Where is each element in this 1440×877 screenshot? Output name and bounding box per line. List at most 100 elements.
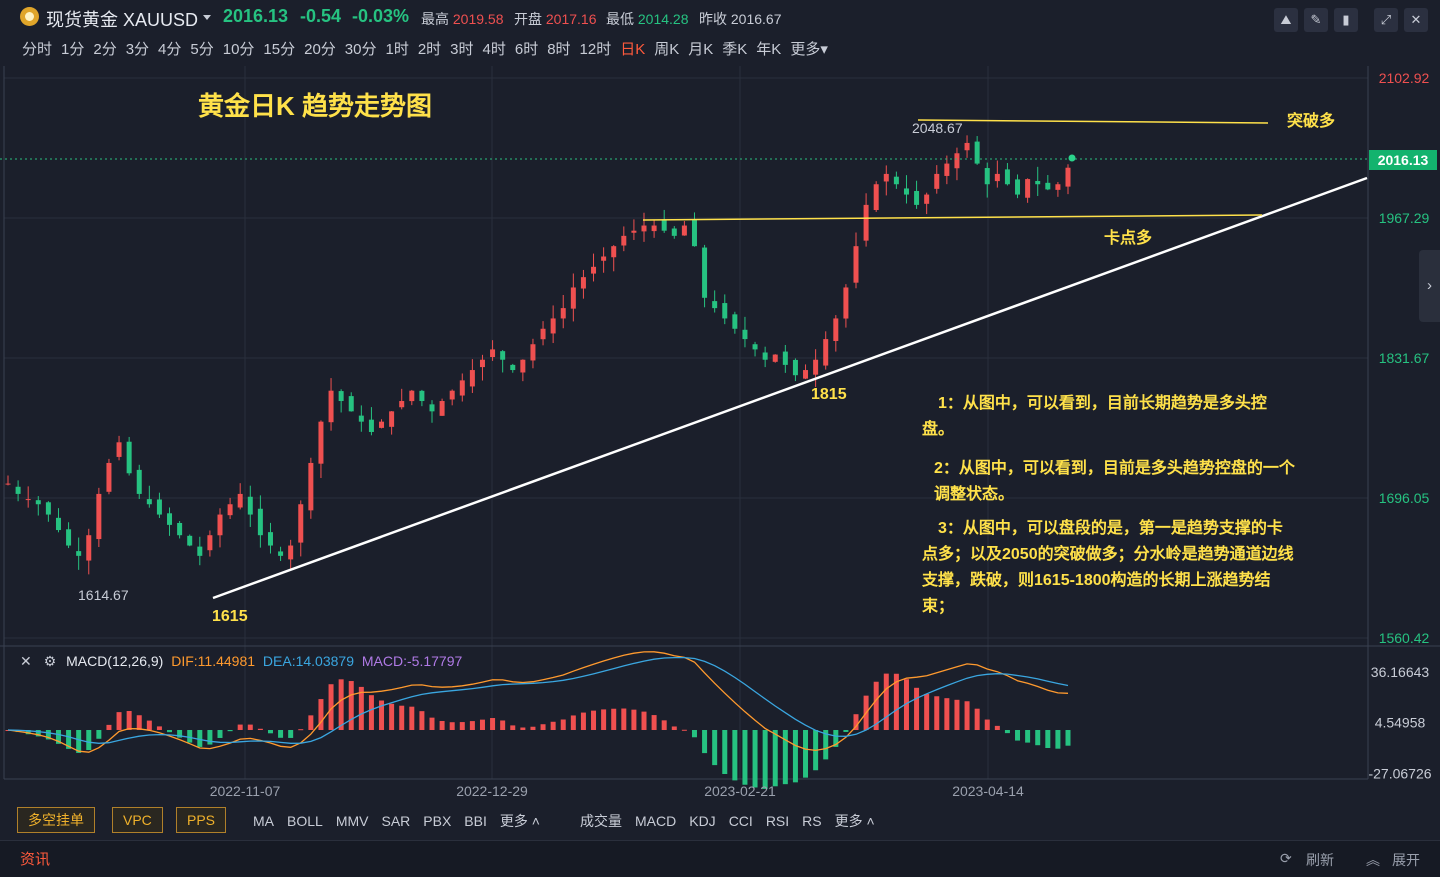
indicator-1[interactable]: MACD xyxy=(635,813,677,829)
indicator-6[interactable]: 更多 ˄ xyxy=(834,813,875,829)
macd-bar xyxy=(288,730,294,738)
close-indicator-icon[interactable]: ✕ xyxy=(20,653,32,669)
dif-line xyxy=(7,651,1069,753)
candle-body xyxy=(964,142,970,151)
refresh-icon[interactable]: ⟳ xyxy=(1280,850,1292,866)
macd-bar xyxy=(621,708,627,730)
period-15[interactable]: 8时 xyxy=(547,41,571,58)
low-label: 最低 xyxy=(606,11,634,27)
macd-bar xyxy=(146,720,152,730)
pps-button[interactable]: PPS xyxy=(176,807,227,833)
fullscreen-icon[interactable]: ⤢ xyxy=(1374,8,1398,32)
period-13[interactable]: 4时 xyxy=(482,41,506,58)
side-expand-tab[interactable]: › xyxy=(1419,250,1440,322)
draw-pen-icon[interactable]: ✎ xyxy=(1304,8,1328,32)
period-6[interactable]: 10分 xyxy=(222,41,255,58)
period-16[interactable]: 12时 xyxy=(579,41,612,58)
macd-bar xyxy=(984,719,990,730)
chart-title: 黄金日K 趋势走势图 xyxy=(198,91,433,121)
period-0[interactable]: 分时 xyxy=(22,41,53,58)
candle-style-icon[interactable]: ▮ xyxy=(1334,8,1358,32)
indicator-0[interactable]: 成交量 xyxy=(580,813,622,829)
indicator-4[interactable]: RSI xyxy=(765,813,790,829)
macd-bar xyxy=(469,721,475,730)
chart-type-icon[interactable]: ⛰ xyxy=(1274,8,1298,32)
candle-body xyxy=(601,256,607,261)
period-21[interactable]: 年K xyxy=(756,41,782,58)
overlay-1[interactable]: BOLL xyxy=(287,813,323,829)
macd-bar xyxy=(1055,730,1061,749)
vpc-button[interactable]: VPC xyxy=(112,807,163,833)
period-18[interactable]: 周K xyxy=(654,41,680,58)
period-12[interactable]: 3时 xyxy=(450,41,474,58)
settings-icon[interactable]: ⚙ xyxy=(43,653,57,669)
expand-button[interactable]: 展开 xyxy=(1392,852,1420,868)
overlay-3[interactable]: SAR xyxy=(381,813,411,829)
close-icon[interactable]: ✕ xyxy=(1404,8,1428,32)
open-label: 开盘 xyxy=(514,11,542,27)
candle-body xyxy=(368,419,374,432)
overlay-6[interactable]: 更多 ˄ xyxy=(499,813,540,829)
refresh-button[interactable]: 刷新 xyxy=(1306,852,1334,868)
candle-body xyxy=(1004,169,1010,185)
candle-body xyxy=(469,370,475,387)
indicator-2[interactable]: KDJ xyxy=(689,813,716,829)
period-20[interactable]: 季K xyxy=(722,41,748,58)
period-2[interactable]: 2分 xyxy=(93,41,117,58)
date-tick: 2023-02-21 xyxy=(704,783,776,799)
period-7[interactable]: 15分 xyxy=(263,41,296,58)
macd-bar xyxy=(278,730,284,738)
macd-bar xyxy=(893,673,899,730)
overlay-4[interactable]: PBX xyxy=(423,813,452,829)
period-22[interactable]: 更多▾ xyxy=(790,41,828,58)
order-book-button[interactable]: 多空挂单 xyxy=(17,807,95,833)
candle-body xyxy=(167,513,173,525)
candle-body xyxy=(994,173,1000,182)
indicator-3[interactable]: CCI xyxy=(728,813,753,829)
macd-bar xyxy=(691,730,697,738)
period-8[interactable]: 20分 xyxy=(304,41,336,58)
chevron-up-icon[interactable]: ︽ xyxy=(1366,852,1380,868)
macd-bar xyxy=(964,701,970,730)
candle-body xyxy=(560,308,566,319)
price-tick: 1967.29 xyxy=(1379,210,1430,226)
candle-body xyxy=(550,318,556,334)
low1-label: 1615 xyxy=(212,608,248,625)
candle-body xyxy=(591,266,597,274)
macd-bar xyxy=(177,730,183,738)
candle-body xyxy=(803,370,809,379)
period-17[interactable]: 日K xyxy=(620,41,646,58)
candle-body xyxy=(681,225,687,236)
period-10[interactable]: 1时 xyxy=(385,41,409,58)
symbol-name[interactable]: 现货黄金 XAUUSD xyxy=(46,10,199,30)
kline-chart[interactable]: 36.16643 4.54958 -27.06726 2022-11-07 2022-1… xyxy=(0,66,1440,804)
period-3[interactable]: 3分 xyxy=(125,41,150,58)
macd-bar xyxy=(358,686,364,730)
candle-body xyxy=(116,442,122,457)
macd-bar xyxy=(803,730,809,778)
candle-body xyxy=(156,499,162,515)
period-19[interactable]: 月K xyxy=(688,41,714,58)
period-9[interactable]: 30分 xyxy=(344,41,377,58)
macd-bar xyxy=(328,684,334,730)
period-1[interactable]: 1分 xyxy=(61,41,85,58)
macd-bar xyxy=(944,698,950,730)
macd-bar xyxy=(702,730,708,754)
period-5[interactable]: 5分 xyxy=(190,41,214,58)
candle-body xyxy=(399,401,405,408)
macd-bar xyxy=(752,730,758,788)
overlay-2[interactable]: MMV xyxy=(335,813,369,829)
candle-body xyxy=(217,514,223,536)
period-14[interactable]: 6时 xyxy=(514,41,539,58)
overlay-0[interactable]: MA xyxy=(253,813,274,829)
news-title[interactable]: 资讯 xyxy=(20,851,51,868)
candle-body xyxy=(267,532,273,546)
indicator-5[interactable]: RS xyxy=(802,813,822,829)
candle-body xyxy=(247,496,253,515)
candle-body xyxy=(449,390,455,400)
period-11[interactable]: 2时 xyxy=(417,41,442,58)
chevron-down-icon[interactable] xyxy=(203,15,211,20)
overlay-5[interactable]: BBI xyxy=(464,813,487,829)
macd-bar xyxy=(500,720,506,730)
period-4[interactable]: 4分 xyxy=(158,41,182,58)
